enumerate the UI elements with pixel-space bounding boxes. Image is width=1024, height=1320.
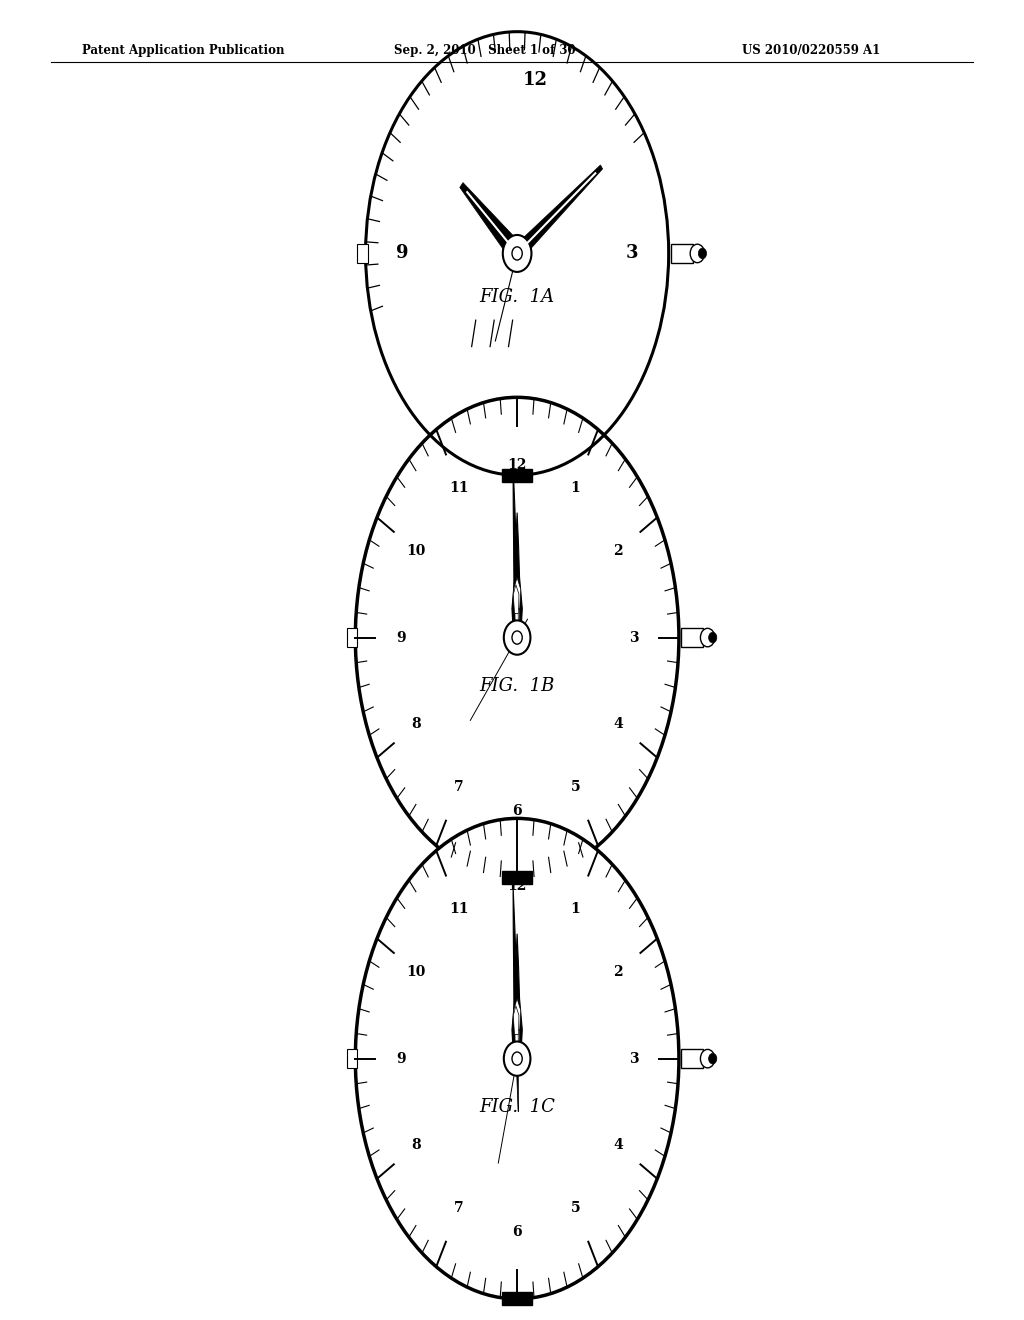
Text: 12: 12 [523, 71, 548, 90]
Text: FIG.  1C: FIG. 1C [479, 1098, 555, 1115]
Circle shape [512, 247, 522, 260]
Polygon shape [513, 1006, 519, 1035]
Text: 4: 4 [613, 717, 623, 731]
Text: 9: 9 [395, 244, 409, 263]
Text: 2: 2 [613, 544, 623, 558]
Text: FIG.  1A: FIG. 1A [479, 288, 555, 306]
Bar [681, 628, 703, 647]
Circle shape [504, 620, 530, 655]
Text: 11: 11 [450, 480, 469, 495]
Text: FIG.  1B: FIG. 1B [479, 677, 555, 694]
Bar [347, 1049, 357, 1068]
Text: 12: 12 [508, 458, 526, 471]
Circle shape [690, 244, 705, 263]
Text: 4: 4 [613, 1138, 623, 1152]
Circle shape [512, 631, 522, 644]
Polygon shape [516, 1059, 518, 1111]
Text: 5: 5 [570, 780, 581, 795]
Text: 8: 8 [412, 717, 421, 731]
Text: US 2010/0220559 A1: US 2010/0220559 A1 [742, 45, 881, 57]
Polygon shape [460, 182, 522, 261]
Text: 1: 1 [570, 480, 581, 495]
Circle shape [700, 628, 715, 647]
Ellipse shape [355, 397, 679, 878]
Polygon shape [513, 998, 521, 1030]
Text: Sep. 2, 2010   Sheet 1 of 30: Sep. 2, 2010 Sheet 1 of 30 [394, 45, 575, 57]
Circle shape [709, 1053, 717, 1064]
Text: 2: 2 [613, 965, 623, 979]
Bar [502, 1292, 532, 1305]
Polygon shape [514, 165, 602, 260]
Circle shape [503, 235, 531, 272]
Text: 10: 10 [407, 544, 426, 558]
Circle shape [504, 1041, 530, 1076]
Text: 12: 12 [508, 879, 526, 892]
Circle shape [698, 248, 707, 259]
Polygon shape [515, 1030, 519, 1059]
Text: 10: 10 [407, 965, 426, 979]
Circle shape [709, 632, 717, 643]
Polygon shape [512, 512, 522, 638]
Text: 7: 7 [454, 780, 464, 795]
Text: 11: 11 [450, 902, 469, 916]
Text: 7: 7 [454, 1201, 464, 1216]
Circle shape [700, 1049, 715, 1068]
Bar [671, 244, 693, 263]
Polygon shape [515, 614, 519, 638]
Bar [502, 871, 532, 884]
Polygon shape [513, 465, 520, 638]
Polygon shape [515, 1035, 519, 1059]
Text: 8: 8 [412, 1138, 421, 1152]
Text: Patent Application Publication: Patent Application Publication [82, 45, 285, 57]
Text: 1: 1 [570, 902, 581, 916]
Bar [357, 244, 368, 263]
Bar [502, 469, 532, 482]
Polygon shape [513, 886, 520, 1059]
Text: 6: 6 [512, 804, 522, 817]
Text: 6: 6 [512, 1225, 522, 1238]
Text: 9: 9 [396, 631, 406, 644]
Ellipse shape [355, 818, 679, 1299]
Text: 3: 3 [629, 1052, 638, 1065]
Circle shape [512, 1052, 522, 1065]
Polygon shape [512, 933, 522, 1059]
Polygon shape [513, 578, 521, 609]
Text: 3: 3 [626, 244, 639, 263]
Polygon shape [513, 585, 519, 614]
Text: 9: 9 [396, 1052, 406, 1065]
Polygon shape [515, 609, 519, 638]
Text: 5: 5 [570, 1201, 581, 1216]
Bar [681, 1049, 703, 1068]
Text: 3: 3 [629, 631, 638, 644]
Bar [347, 628, 357, 647]
